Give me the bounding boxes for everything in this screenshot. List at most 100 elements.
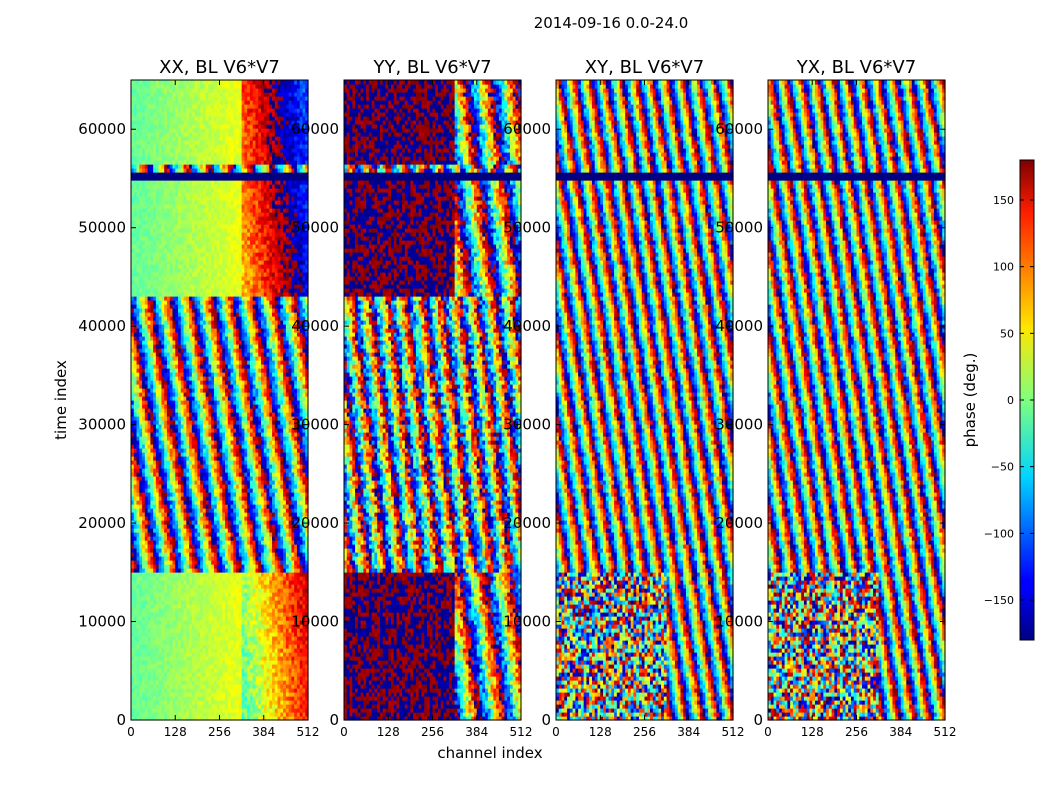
heatmap-cell <box>305 700 309 705</box>
heatmap-cell <box>258 708 262 713</box>
heatmap-cell <box>164 708 168 713</box>
heatmap-cell <box>175 680 179 685</box>
heatmap-cell <box>305 624 309 629</box>
heatmap-cell <box>172 624 176 629</box>
heatmap-cell <box>305 684 309 689</box>
heatmap-cell <box>244 668 248 673</box>
heatmap-cell <box>272 644 276 649</box>
heatmap-cell <box>208 672 212 677</box>
heatmap-cell <box>202 680 207 685</box>
heatmap-cell <box>260 656 265 661</box>
heatmap-cell <box>272 672 276 677</box>
heatmap-cell <box>236 648 240 653</box>
heatmap-cell <box>200 696 204 701</box>
heatmap-cell <box>183 664 187 669</box>
heatmap-cell <box>241 644 245 649</box>
heatmap-cell <box>178 684 182 689</box>
heatmap-cell <box>133 652 138 657</box>
heatmap-cell <box>200 668 204 673</box>
heatmap-cell <box>175 652 179 657</box>
heatmap-cell <box>183 624 187 629</box>
heatmap-cell <box>305 664 309 669</box>
heatmap-cell <box>249 716 254 721</box>
heatmap-cell <box>189 708 193 713</box>
heatmap-cell <box>169 712 174 717</box>
heatmap-cell <box>285 680 290 685</box>
heatmap-cell <box>244 656 248 661</box>
heatmap-cell <box>302 660 306 665</box>
heatmap-cell <box>260 704 265 709</box>
heatmap-cell <box>252 696 257 701</box>
heatmap-cell <box>247 636 251 641</box>
heatmap-cell <box>244 696 248 701</box>
heatmap-cell <box>153 716 157 721</box>
heatmap-cell <box>294 656 298 661</box>
heatmap-cell <box>225 676 229 681</box>
heatmap-cell <box>211 632 215 637</box>
heatmap-cell <box>191 684 196 689</box>
heatmap-cell <box>208 680 212 685</box>
heatmap-cell <box>194 716 198 721</box>
heatmap-cell <box>296 716 301 721</box>
heatmap-cell <box>205 656 210 661</box>
heatmap-cell <box>260 664 265 669</box>
heatmap-cell <box>291 680 295 685</box>
heatmap-cell <box>131 704 135 709</box>
heatmap-cell <box>230 664 234 669</box>
heatmap-cell <box>283 636 287 641</box>
heatmap-cell <box>266 700 270 705</box>
heatmap-cell <box>241 684 245 689</box>
heatmap-cell <box>252 700 257 705</box>
heatmap-cell <box>166 644 171 649</box>
heatmap-cell <box>272 716 276 721</box>
heatmap-cell <box>266 716 270 721</box>
heatmap-cell <box>216 632 221 637</box>
heatmap-cell <box>294 660 298 665</box>
heatmap-cell <box>197 632 201 637</box>
heatmap-cell <box>153 652 157 657</box>
heatmap-cell <box>142 620 146 625</box>
heatmap-cell <box>197 644 201 649</box>
heatmap-cell <box>200 688 204 693</box>
heatmap-cell <box>225 648 229 653</box>
heatmap-cell <box>197 676 201 681</box>
heatmap-cell <box>161 652 165 657</box>
heatmap-cell <box>147 688 151 693</box>
heatmap-cell <box>213 708 218 713</box>
heatmap-cell <box>150 620 154 625</box>
heatmap-cell <box>144 660 149 665</box>
heatmap-cell <box>238 692 243 697</box>
heatmap-cell <box>238 672 243 677</box>
heatmap-cell <box>238 636 243 641</box>
heatmap-cell <box>183 716 187 721</box>
heatmap-cell <box>147 684 151 689</box>
heatmap-cell <box>200 700 204 705</box>
heatmap-cell <box>180 696 185 701</box>
heatmap-cell <box>147 708 151 713</box>
heatmap-cell <box>131 648 135 653</box>
heatmap-cell <box>158 688 163 693</box>
heatmap-cell <box>211 652 215 657</box>
heatmap-cell <box>144 676 149 681</box>
heatmap-cell <box>219 672 223 677</box>
heatmap-cell <box>277 640 281 645</box>
heatmap-cell <box>269 668 273 673</box>
heatmap-cell <box>153 636 157 641</box>
heatmap-cell <box>202 688 207 693</box>
heatmap-cell <box>166 716 171 721</box>
heatmap-cell <box>285 644 290 649</box>
heatmap-cell <box>258 680 262 685</box>
heatmap-cell <box>205 652 210 657</box>
heatmap-cell <box>213 696 218 701</box>
heatmap-cell <box>252 632 257 637</box>
heatmap-cell <box>183 712 187 717</box>
heatmap-cell <box>225 628 229 633</box>
heatmap-cell <box>260 640 265 645</box>
heatmap-cell <box>283 640 287 645</box>
heatmap-cell <box>147 696 151 701</box>
heatmap-cell <box>166 660 171 665</box>
heatmap-cell <box>296 632 301 637</box>
heatmap-cell <box>258 640 262 645</box>
heatmap-cell <box>296 664 301 669</box>
heatmap-cell <box>169 696 174 701</box>
